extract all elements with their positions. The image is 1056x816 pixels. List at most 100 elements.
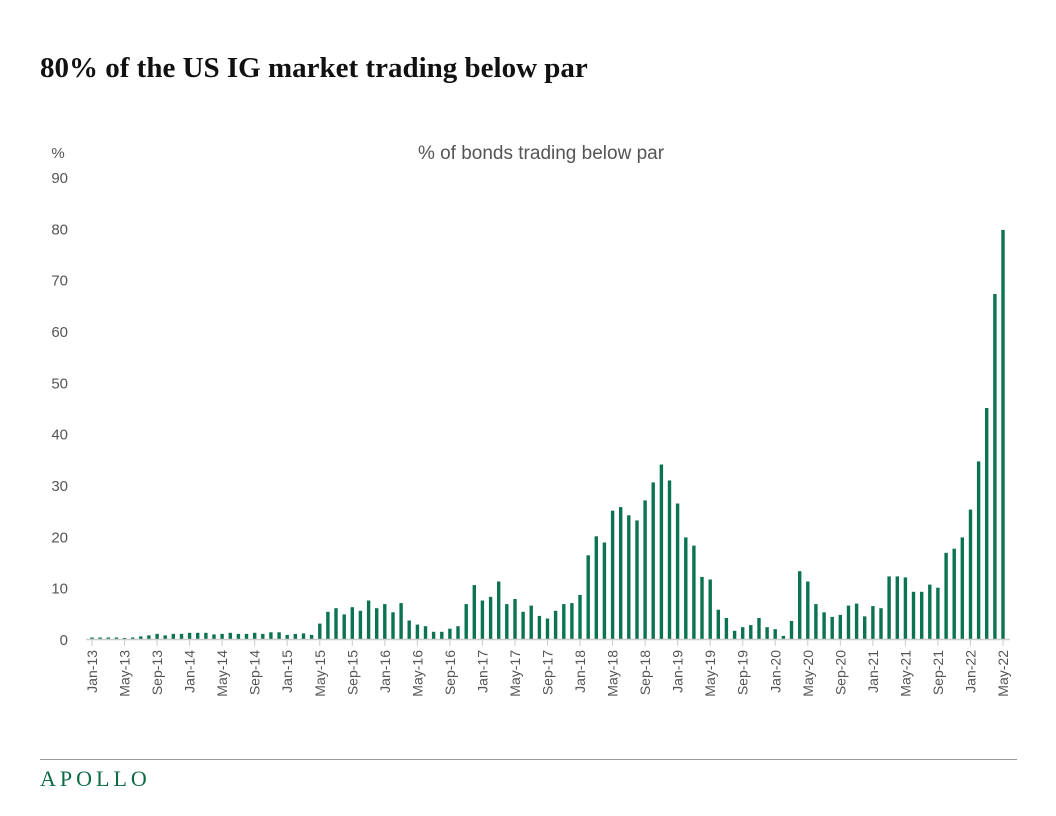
y-tick-label: 70 (51, 273, 68, 290)
bar (854, 603, 859, 639)
bar (179, 633, 184, 639)
bar (879, 608, 883, 639)
bar (440, 631, 444, 639)
bar (765, 627, 769, 639)
x-tick-label: Jan-22 (962, 650, 978, 693)
bar (497, 581, 501, 639)
bar (98, 637, 102, 639)
bar (139, 636, 143, 639)
bar (594, 536, 598, 639)
bar (155, 633, 159, 639)
bar (253, 632, 257, 639)
bar (684, 537, 688, 639)
x-tick-label: Sep-13 (149, 650, 165, 695)
bar (960, 537, 964, 639)
bar (309, 634, 314, 639)
chart-title: % of bonds trading below par (418, 143, 665, 164)
bar (700, 576, 704, 639)
bar (920, 591, 924, 639)
y-tick-label: 50 (51, 375, 68, 392)
bar (643, 500, 647, 639)
bar (944, 552, 948, 639)
bar (578, 594, 582, 639)
bar (448, 628, 452, 639)
bar (480, 600, 485, 639)
x-tick-label: Sep-16 (442, 650, 458, 695)
bar (936, 587, 940, 639)
bar (814, 604, 818, 639)
bar (619, 507, 623, 639)
x-tick-label: May-21 (897, 650, 913, 697)
bar (342, 614, 346, 639)
bar (407, 620, 411, 639)
x-tick-label: May-20 (800, 650, 816, 697)
apollo-logo: APOLLO (40, 766, 151, 791)
bar (838, 614, 842, 639)
page-title: 80% of the US IG market trading below pa… (40, 52, 588, 84)
bar (196, 632, 200, 639)
bar (236, 633, 241, 639)
bar (261, 633, 265, 639)
bar (391, 612, 395, 639)
y-tick-label: 90 (51, 170, 68, 187)
x-tick-label: Sep-15 (344, 650, 360, 695)
bar (326, 611, 330, 639)
bar (968, 509, 973, 639)
x-tick-label: Jan-17 (474, 650, 490, 693)
bar (846, 605, 851, 639)
bar (358, 610, 363, 639)
bar (1001, 229, 1005, 639)
bar-chart: % % of bonds trading below par 0 10 20 30 40… (51, 143, 1011, 697)
bar (375, 608, 379, 639)
x-tick-label: Jan-13 (84, 650, 100, 693)
bar (732, 630, 737, 639)
bar (830, 616, 834, 639)
bar (456, 626, 460, 639)
bar (749, 625, 753, 639)
bar (529, 605, 533, 639)
bar (106, 637, 110, 639)
bar (472, 585, 476, 639)
bar (651, 482, 655, 639)
bar (586, 555, 590, 639)
bar (163, 635, 167, 639)
bar (822, 612, 826, 639)
bar (635, 520, 639, 639)
bar (399, 603, 403, 639)
bar (187, 632, 192, 639)
y-tick-label: 0 (60, 632, 68, 649)
bar (708, 579, 712, 639)
bar (488, 596, 493, 639)
bar (871, 606, 875, 639)
y-tick-label: 60 (51, 324, 68, 341)
bar (928, 584, 932, 639)
bar (602, 542, 607, 639)
bar (131, 637, 135, 639)
bar (553, 610, 558, 639)
x-tick-label: Jan-18 (572, 650, 588, 693)
bar (627, 515, 631, 639)
bar (334, 608, 338, 639)
bar (976, 461, 981, 639)
bar (887, 576, 891, 639)
bar (415, 624, 420, 639)
bar (383, 604, 387, 639)
bar (781, 635, 786, 639)
bar (716, 609, 720, 639)
x-tick-label: Sep-21 (930, 650, 946, 695)
bar (147, 635, 151, 639)
bar (667, 480, 672, 639)
bar (171, 633, 175, 639)
bar (757, 618, 761, 639)
bar (431, 631, 436, 639)
bar (90, 637, 94, 639)
x-tick-label: May-17 (507, 650, 523, 697)
bar (789, 621, 794, 639)
bar (773, 629, 777, 639)
y-tick-label: 40 (51, 427, 68, 444)
bar (505, 604, 509, 639)
bar (244, 633, 249, 639)
x-tick-label: May-19 (702, 650, 718, 697)
y-tick-label: 30 (51, 478, 68, 495)
x-tick-label: Jan-14 (182, 650, 198, 693)
